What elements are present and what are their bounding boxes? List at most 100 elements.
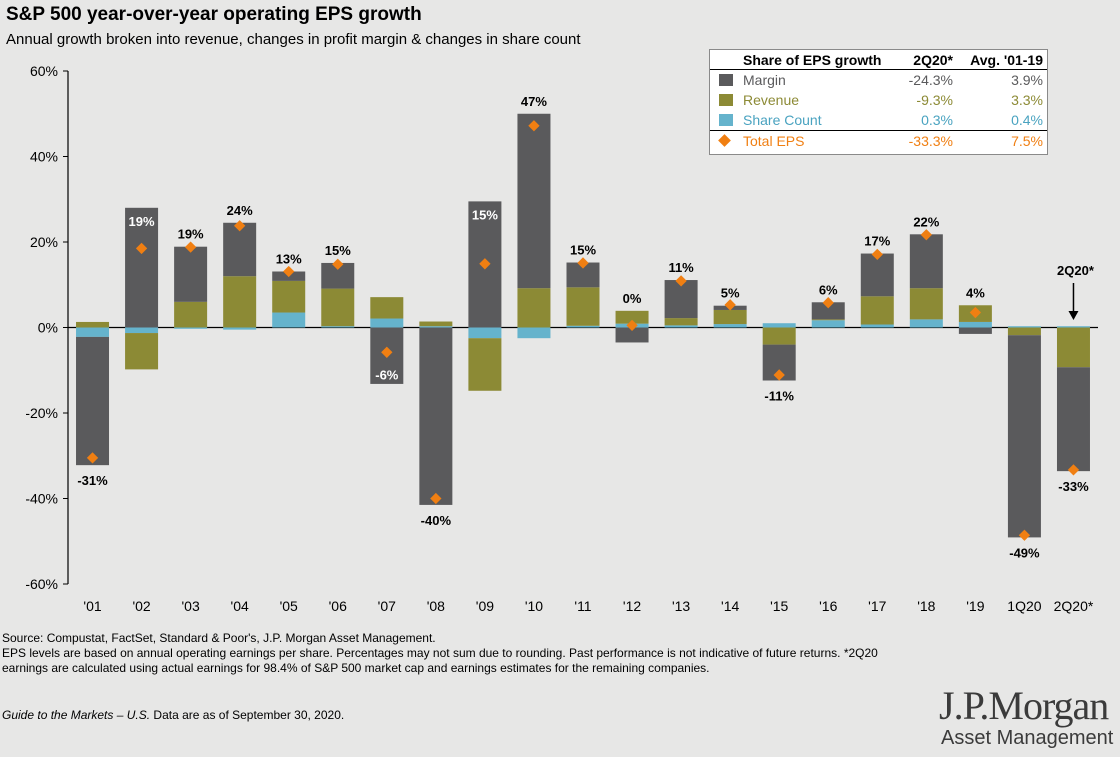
revenue-bar [468,338,502,391]
legend-value-avg: 3.3% [1011,92,1043,108]
margin-bar [76,336,110,466]
chart-subtitle: Annual growth broken into revenue, chang… [6,31,581,48]
legend-header: Share of EPS growth 2Q20* Avg. '01-19 [710,50,1047,70]
x-tick-label: '03 [181,598,199,614]
x-tick-label: '08 [427,598,445,614]
x-tick-label: '17 [868,598,886,614]
legend-header-col2: Avg. '01-19 [970,52,1043,68]
asset-management-logo: Asset Management [941,727,1114,749]
legend-label: Total EPS [743,133,805,149]
margin-bar [517,113,551,289]
total-eps-marker [626,319,638,332]
total-eps-marker [577,257,589,269]
share-count-bar [762,323,796,328]
share-count-bar [713,324,747,328]
margin-bar [811,302,845,320]
y-tick-label: -20% [25,405,58,421]
revenue-bar [1056,327,1090,368]
eps-growth-chart: -60% -40% -20% 0% 20% 40% 60% '01 -31% '02 19% '03 1… [25,63,1098,614]
y-tick-label: 20% [30,234,58,250]
x-tick-label: '19 [966,598,984,614]
share-count-bar [664,325,698,328]
diamond-icon [718,134,731,147]
x-tick-label: '09 [476,598,494,614]
margin-bar [174,246,208,302]
share-count-bar [566,325,600,328]
legend-label: Revenue [743,92,800,108]
data-value-label: 47% [521,94,547,109]
source-note: Source: Compustat, FactSet, Standard & P… [2,631,436,645]
data-value-label: 15% [325,243,351,258]
data-value-label: -40% [421,513,452,528]
y-tick-label: -60% [25,576,58,592]
guide-title: Guide to the Markets – U.S. [2,708,151,722]
total-eps-marker [822,297,834,309]
margin-bar [223,222,257,277]
margin-bar [1007,335,1041,538]
share-count-bar [909,319,943,328]
data-value-label: -6% [375,367,399,382]
arrow-down-icon [1068,311,1079,320]
total-eps-marker [773,369,785,381]
legend-row-margin: Margin -24.3% 3.9% [710,70,1047,89]
share-count-bar [370,318,404,328]
x-tick-label: '12 [623,598,641,614]
data-value-label: 15% [472,207,498,222]
legend-value-avg: 7.5% [1011,133,1043,149]
legend-value-2q20: -9.3% [916,92,953,108]
revenue-bar [125,333,159,370]
total-eps-marker [969,306,982,319]
x-tick-label: '05 [280,598,298,614]
revenue-bar [76,321,110,328]
x-tick-label: '07 [378,598,396,614]
share-count-bar [468,327,502,339]
total-eps-marker [1067,464,1080,476]
share-count-bar [419,326,453,328]
x-tick-label: '10 [525,598,543,614]
revenue-bar [419,321,453,327]
legend-row-revenue: Revenue -9.3% 3.3% [710,90,1047,109]
revenue-bar [664,318,698,326]
legend-value-2q20: -33.3% [908,133,953,149]
revenue-bar [860,296,894,325]
legend-header-label: Share of EPS growth [743,52,882,68]
legend-row-total-eps: Total EPS -33.3% 7.5% [710,130,1047,150]
margin-bar [909,234,943,289]
x-tick-label: 1Q20 [1007,598,1041,614]
share-count-bar [272,312,306,328]
jpmorgan-logo: J.P.Morgan [939,683,1109,728]
margin-bar [419,327,453,505]
total-eps-marker [381,346,393,358]
revenue-bar [517,288,551,328]
revenue-bar [321,288,355,327]
revenue-bar [909,288,943,320]
share-count-swatch [719,114,733,126]
data-value-label: -11% [764,389,794,404]
total-eps-marker [184,241,197,253]
legend-value-2q20: 0.3% [921,112,953,128]
guide-note: Guide to the Markets – U.S. Data are as … [2,708,344,722]
x-tick-label: 2Q20* [1054,598,1094,614]
share-count-bar [174,327,208,329]
share-count-bar [223,327,257,330]
revenue-bar [272,280,306,313]
legend-header-col1: 2Q20* [913,52,953,68]
chart-title: S&P 500 year-over-year operating EPS gro… [6,4,422,25]
data-value-label: 17% [864,234,890,249]
share-count-bar [811,320,845,328]
revenue-bar [713,309,747,325]
data-value-label: 15% [570,243,596,258]
data-value-label: -31% [77,473,108,488]
annotation-label: 2Q20* [1057,263,1095,278]
share-count-bar [860,324,894,328]
total-eps-marker [135,242,148,255]
y-tick-label: 0% [38,320,58,336]
margin-swatch [719,74,733,86]
margin-bar [615,327,649,343]
data-value-label: 6% [819,282,838,297]
x-tick-label: '14 [721,598,739,614]
total-eps-marker [1018,529,1031,541]
revenue-bar [1007,327,1041,336]
total-eps-marker [675,275,687,287]
revenue-bar [223,276,257,328]
